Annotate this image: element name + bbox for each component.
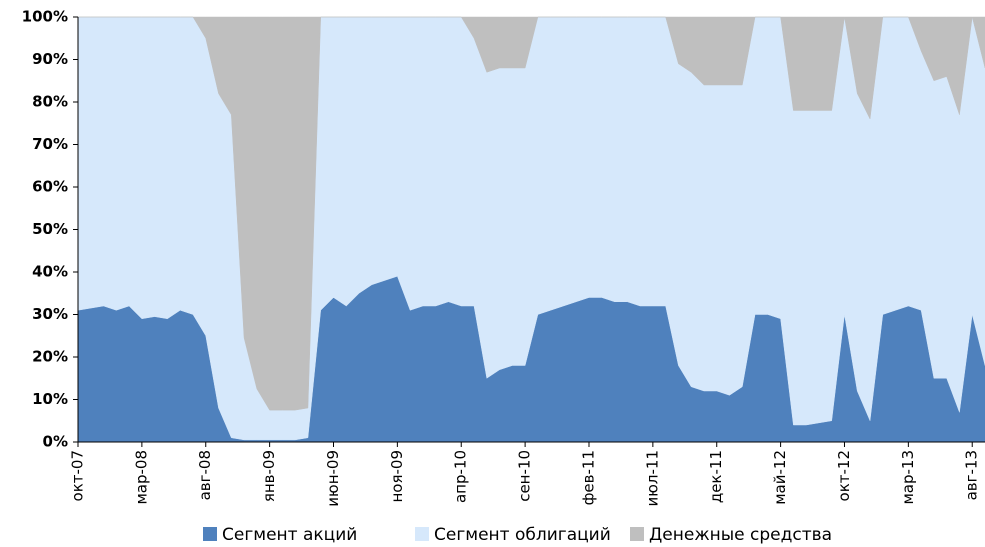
x-tick-label: янв-09 bbox=[260, 450, 278, 502]
y-tick-label: 70% bbox=[32, 135, 68, 153]
y-tick-label: 10% bbox=[32, 390, 68, 408]
x-tick-label: мар-08 bbox=[132, 450, 150, 505]
x-tick-label: окт-07 bbox=[69, 450, 87, 501]
y-tick-label: 40% bbox=[32, 263, 68, 281]
x-tick-label: фев-11 bbox=[579, 450, 597, 505]
legend-label: Сегмент акций bbox=[222, 525, 357, 545]
legend-swatch bbox=[415, 527, 429, 541]
x-tick-label: июл-11 bbox=[643, 450, 661, 506]
y-tick-label: 80% bbox=[32, 93, 68, 111]
y-tick-label: 100% bbox=[22, 8, 68, 26]
x-tick-label: ноя-09 bbox=[388, 450, 406, 503]
y-tick-label: 20% bbox=[32, 348, 68, 366]
x-tick-label: апр-10 bbox=[452, 450, 470, 503]
x-tick-label: авг-13 bbox=[963, 450, 981, 500]
y-tick-label: 90% bbox=[32, 50, 68, 68]
y-tick-label: 50% bbox=[32, 220, 68, 238]
legend-swatch bbox=[630, 527, 644, 541]
x-tick-label: июн-09 bbox=[324, 450, 342, 507]
x-tick-label: мар-13 bbox=[899, 450, 917, 505]
x-tick-label: окт-12 bbox=[835, 450, 853, 501]
y-tick-label: 0% bbox=[43, 433, 68, 451]
x-tick-label: сен-10 bbox=[516, 450, 534, 502]
x-tick-label: май-12 bbox=[771, 450, 789, 505]
y-tick-label: 30% bbox=[32, 305, 68, 323]
legend-label: Денежные средства bbox=[649, 525, 832, 545]
legend-swatch bbox=[203, 527, 217, 541]
area bbox=[78, 16, 985, 411]
legend-label: Сегмент облигаций bbox=[434, 525, 611, 545]
y-tick-label: 60% bbox=[32, 178, 68, 196]
x-tick-label: авг-08 bbox=[196, 450, 214, 500]
x-tick-label: дек-11 bbox=[707, 450, 725, 503]
